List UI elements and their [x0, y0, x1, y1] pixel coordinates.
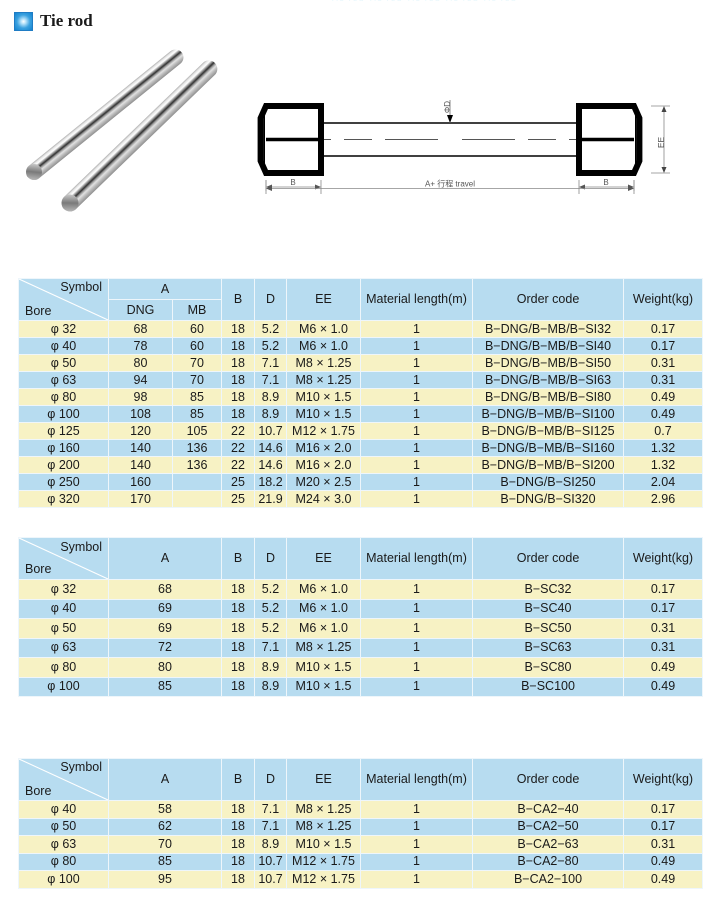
svg-text:EE: EE [656, 137, 666, 149]
svg-text:B: B [290, 178, 295, 187]
svg-text:ΦD: ΦD [443, 101, 452, 113]
svg-text:A+ 行程 travel: A+ 行程 travel [425, 179, 475, 189]
svg-text:B: B [603, 178, 608, 187]
